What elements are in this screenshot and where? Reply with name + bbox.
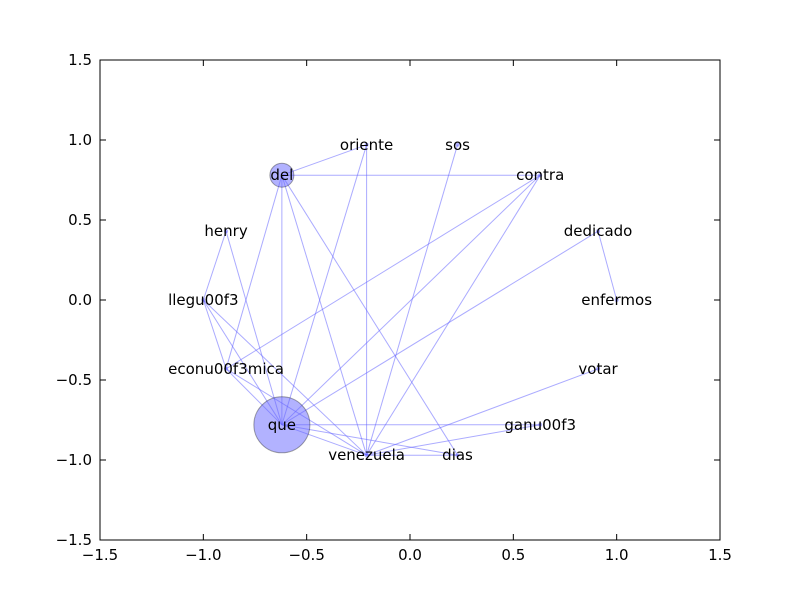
- node-label-ganu00f3: ganu00f3: [504, 416, 576, 434]
- y-tick-label: 0.5: [68, 211, 92, 229]
- node-contra: [538, 173, 543, 178]
- node-label-henry: henry: [204, 222, 247, 240]
- node-del: [269, 162, 295, 188]
- edge-henry-que: [225, 231, 283, 425]
- edge-del-dias: [281, 174, 458, 456]
- node-econu00f3mica: [224, 366, 229, 371]
- node-dedicado: [596, 229, 601, 234]
- edge-llegu00f3-econu00f3mica: [202, 299, 227, 369]
- nodes-layer: [201, 142, 619, 458]
- x-tick-label: 0.5: [501, 546, 525, 564]
- x-tick-label: −1.5: [82, 546, 118, 564]
- node-que: [253, 396, 311, 454]
- node-ganu00f3: [538, 422, 543, 427]
- node-label-contra: contra: [516, 166, 564, 184]
- node-llegu00f3: [201, 298, 206, 302]
- x-tick-label: −0.5: [288, 546, 324, 564]
- x-tick-label: 1.0: [605, 546, 629, 564]
- edge-contra-que: [281, 174, 541, 426]
- y-tick-label: 1.5: [68, 51, 92, 69]
- edge-dedicado-que: [281, 230, 599, 426]
- node-label-dedicado: dedicado: [564, 222, 633, 240]
- y-tick-label: −1.5: [56, 531, 92, 549]
- node-sos: [455, 142, 460, 147]
- edge-contra-venezuela: [366, 174, 541, 456]
- node-dias: [455, 453, 460, 458]
- edge-del-oriente: [281, 144, 367, 176]
- node-votar: [596, 366, 601, 371]
- edge-llegu00f3-venezuela: [202, 299, 367, 456]
- y-tick-label: −0.5: [56, 371, 92, 389]
- node-oriente: [364, 142, 369, 147]
- node-labels-layer: del oriente sos contra henry dedicado llegu00f…: [168, 136, 652, 464]
- edge-del-venezuela: [281, 175, 368, 456]
- node-label-econu00f3mica: econu00f3mica: [168, 360, 284, 378]
- x-tick-label: 1.5: [708, 546, 732, 564]
- node-venezuela: [364, 453, 369, 458]
- node-label-oriente: oriente: [340, 136, 393, 154]
- node-label-enfermos: enfermos: [581, 291, 652, 309]
- edge-henry-llegu00f3: [202, 231, 227, 301]
- node-label-sos: sos: [445, 136, 470, 154]
- node-enfermos: [614, 298, 619, 302]
- node-henry: [224, 229, 229, 234]
- edge-oriente-que: [281, 144, 368, 425]
- node-label-llegu00f3: llegu00f3: [168, 291, 239, 309]
- axis-ticks-layer: −1.5 −1.0 −0.5 0.0 0.5 1.0 1.5 1.5 1.0 0.5 0.0 −0.5…: [56, 51, 732, 564]
- edge-que-dias: [281, 424, 458, 456]
- edge-dedicado-enfermos: [597, 231, 618, 301]
- y-tick-label: 0.0: [68, 291, 92, 309]
- y-tick-label: −1.0: [56, 451, 92, 469]
- node-label-venezuela: venezuela: [328, 446, 405, 464]
- edge-venezuela-ganu00f3: [366, 424, 541, 456]
- edge-contra-econu00f3mica: [225, 174, 541, 370]
- x-tick-label: −1.0: [185, 546, 221, 564]
- edges-layer: [202, 144, 618, 456]
- edge-venezuela-votar: [366, 368, 599, 456]
- node-label-del: del: [270, 166, 293, 184]
- edge-del-econu00f3mica: [225, 175, 283, 369]
- node-label-dias: dias: [442, 446, 473, 464]
- node-label-que: que: [268, 416, 296, 434]
- y-tick-label: 1.0: [68, 131, 92, 149]
- node-label-votar: votar: [578, 360, 618, 378]
- edge-sos-venezuela: [366, 144, 459, 456]
- x-tick-label: 0.0: [398, 546, 422, 564]
